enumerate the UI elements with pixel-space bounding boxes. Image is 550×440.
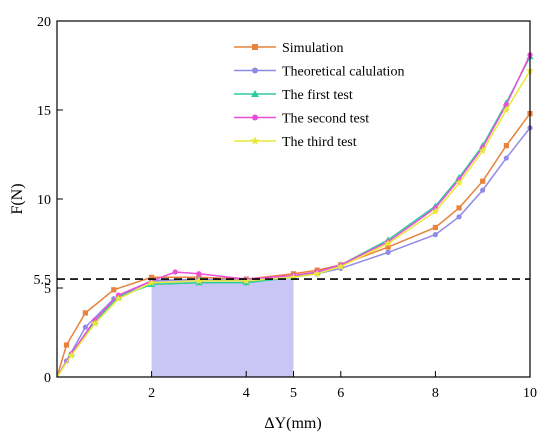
data-point [503, 143, 509, 149]
data-point [456, 205, 462, 211]
data-point [478, 146, 487, 155]
y-axis-label: F(N) [9, 183, 26, 214]
legend: Simulation Theoretical calulation The firs… [234, 41, 404, 150]
data-point [384, 239, 392, 247]
data-point [242, 276, 251, 285]
data-point [503, 155, 509, 161]
shaded-region [151, 279, 294, 377]
data-point [252, 67, 258, 74]
data-point [82, 324, 88, 330]
legend-label: Theoretical calulation [282, 65, 404, 80]
data-point [250, 136, 260, 145]
x-tick-label: 8 [432, 386, 439, 401]
y-tick-label: 10 [37, 193, 51, 208]
data-point [149, 274, 155, 280]
data-point [432, 232, 438, 238]
x-tick-label: 10 [523, 386, 537, 401]
data-point [196, 271, 202, 277]
y-tick-label: 0 [44, 371, 51, 386]
data-point [336, 262, 345, 270]
data-point [147, 278, 156, 286]
series-simulation [56, 110, 533, 378]
data-point [456, 214, 462, 220]
series-theoretical-calulation [56, 125, 533, 378]
series-line [56, 56, 531, 378]
data-point [251, 90, 259, 97]
data-point [82, 310, 88, 316]
x-axis-label: ΔY(mm) [264, 415, 321, 432]
legend-label: The second test [282, 112, 369, 127]
data-point [385, 249, 391, 255]
legend-item: The first test [234, 88, 353, 103]
data-point [114, 294, 123, 302]
data-point [252, 114, 258, 121]
legend-label: Simulation [282, 41, 343, 56]
x-tick-label: 4 [243, 386, 250, 401]
y-tick-label: 5 [44, 282, 51, 297]
y-tick-label: 20 [37, 15, 51, 30]
x-tick-label: 2 [148, 386, 155, 401]
data-point [313, 269, 321, 278]
series-line [56, 70, 531, 378]
data-point [455, 178, 463, 187]
legend-item: Theoretical calulation [234, 65, 404, 80]
data-point [502, 105, 511, 114]
x-tick-label: 6 [337, 386, 344, 401]
data-point [172, 269, 178, 275]
legend-item: The third test [234, 135, 357, 150]
data-point [432, 224, 438, 231]
legend-label: The third test [282, 135, 357, 150]
data-point [480, 178, 486, 184]
series-the-third-test [56, 66, 534, 378]
data-point [67, 351, 76, 359]
legend-item: Simulation [234, 41, 343, 56]
legend-item: The second test [234, 112, 369, 127]
y-tick-label: 5.5 [34, 273, 52, 288]
x-tick-label: 5 [290, 386, 297, 401]
data-point [431, 207, 440, 215]
legend-label: The first test [282, 88, 353, 103]
data-point [385, 244, 391, 250]
data-point [252, 44, 258, 50]
data-point [90, 319, 99, 327]
series-line [56, 113, 531, 378]
data-point [195, 276, 203, 285]
data-point [63, 342, 70, 348]
data-point [503, 102, 509, 108]
data-point [111, 287, 117, 293]
y-tick-label: 15 [37, 104, 51, 119]
data-point [480, 187, 486, 193]
